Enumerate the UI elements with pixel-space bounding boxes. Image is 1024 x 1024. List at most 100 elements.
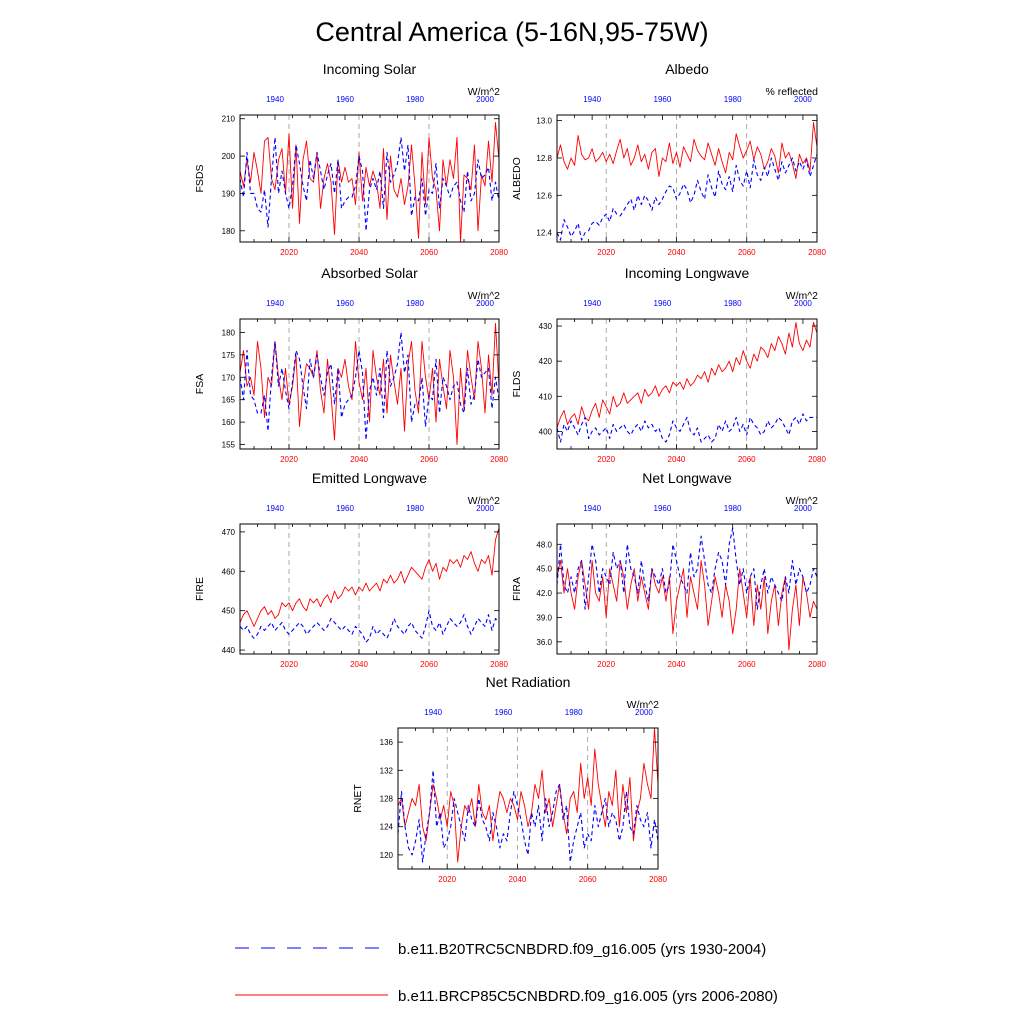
plot-frame (556, 318, 818, 450)
y-axis-label: FSDS (194, 164, 206, 192)
x-tick-label: 2040 (509, 875, 527, 884)
y-tick-label: 410 (539, 392, 553, 401)
chart-units: W/m^2 (468, 86, 501, 98)
top-tick-label: 1960 (654, 504, 672, 513)
x-tick-label: 2040 (668, 455, 686, 464)
top-tick-label: 1980 (724, 95, 742, 104)
y-tick-label: 12.8 (536, 154, 552, 163)
series-rcp85-line (556, 560, 818, 651)
y-tick-label: 440 (222, 646, 236, 655)
x-tick-label: 2060 (738, 248, 756, 257)
top-tick-label: 1980 (406, 299, 424, 308)
y-axis-label: FLDS (511, 371, 523, 398)
y-tick-label: 12.6 (536, 191, 552, 200)
chart-flds: Incoming Longwave W/m^2 2020 2040 2060 2080 19… (511, 265, 826, 464)
x-tick-label: 2060 (738, 660, 756, 669)
x-tick-label: 2080 (490, 248, 508, 257)
series-rcp85-line (239, 122, 500, 243)
top-tick-label: 2000 (476, 299, 494, 308)
x-tick-label: 2060 (420, 660, 438, 669)
x-tick-label: 2060 (579, 875, 597, 884)
top-tick-label: 1960 (336, 95, 354, 104)
x-tick-label: 2080 (808, 455, 826, 464)
y-tick-label: 48.0 (536, 540, 552, 549)
y-axis-label: RNET (352, 784, 364, 813)
x-tick-label: 2080 (808, 248, 826, 257)
x-tick-label: 2020 (438, 875, 456, 884)
top-tick-label: 2000 (794, 299, 812, 308)
top-tick-label: 1960 (654, 299, 672, 308)
x-tick-label: 2060 (738, 455, 756, 464)
top-tick-label: 1940 (266, 299, 284, 308)
top-tick-label: 1980 (565, 708, 583, 717)
top-tick-label: 1960 (495, 708, 513, 717)
y-tick-label: 36.0 (536, 638, 552, 647)
chart-title: Incoming Longwave (625, 265, 750, 281)
x-tick-label: 2080 (808, 660, 826, 669)
series-rcp85-line (397, 727, 659, 863)
y-tick-label: 450 (222, 607, 236, 616)
plot-frame (556, 523, 818, 655)
x-tick-label: 2040 (668, 248, 686, 257)
top-tick-label: 1980 (406, 95, 424, 104)
top-tick-label: 1940 (266, 504, 284, 513)
top-tick-label: 2000 (635, 708, 653, 717)
y-tick-label: 13.0 (536, 117, 552, 126)
legend: b.e11.B20TRC5CNBDRD.f09_g16.005 (yrs 193… (235, 941, 778, 1005)
y-tick-label: 128 (380, 795, 394, 804)
x-tick-label: 2020 (597, 455, 615, 464)
top-tick-label: 2000 (476, 504, 494, 513)
chart-title: Albedo (665, 61, 709, 77)
y-axis-label: FSA (194, 374, 206, 394)
y-tick-label: 430 (539, 322, 553, 331)
x-tick-label: 2020 (280, 455, 298, 464)
top-tick-label: 1940 (266, 95, 284, 104)
y-tick-label: 132 (380, 766, 394, 775)
chart-units: W/m^2 (468, 290, 501, 302)
y-tick-label: 180 (222, 227, 236, 236)
x-tick-label: 2020 (280, 660, 298, 669)
y-tick-label: 42.0 (536, 589, 552, 598)
top-tick-label: 1940 (424, 708, 442, 717)
x-tick-label: 2060 (420, 248, 438, 257)
legend-label-rcp85: b.e11.BRCP85C5CNBDRD.f09_g16.005 (yrs 20… (398, 988, 778, 1005)
chart-units: W/m^2 (627, 699, 660, 711)
chart-title: Incoming Solar (323, 61, 417, 77)
series-rcp85-line (556, 122, 818, 179)
y-tick-label: 190 (222, 189, 236, 198)
plot-frame (239, 523, 500, 655)
plot-frame (239, 318, 500, 450)
series-historical-line (556, 154, 818, 241)
chart-units: % reflected (765, 86, 818, 98)
chart-panels: Incoming Solar W/m^2 2020 2040 2060 2080 1940 1… (194, 61, 826, 884)
series-historical-line (556, 527, 818, 610)
y-tick-label: 210 (222, 115, 236, 124)
y-axis-label: FIRA (511, 577, 523, 601)
top-tick-label: 1980 (724, 299, 742, 308)
legend-item-historical: b.e11.B20TRC5CNBDRD.f09_g16.005 (yrs 193… (235, 941, 766, 958)
chart-fsds: Incoming Solar W/m^2 2020 2040 2060 2080 1940 1… (194, 61, 508, 257)
chart-units: W/m^2 (786, 290, 819, 302)
x-tick-label: 2080 (490, 455, 508, 464)
y-tick-label: 136 (380, 738, 394, 747)
y-tick-label: 45.0 (536, 565, 552, 574)
y-tick-label: 160 (222, 418, 236, 427)
top-tick-label: 1960 (654, 95, 672, 104)
y-tick-label: 420 (539, 357, 553, 366)
series-historical-line (239, 136, 500, 232)
x-tick-label: 2040 (350, 455, 368, 464)
series-rcp85-line (239, 527, 500, 627)
top-tick-label: 1980 (724, 504, 742, 513)
y-axis-label: ALBEDO (511, 157, 523, 200)
chart-fire: Emitted Longwave W/m^2 2020 2040 2060 2080 194… (194, 470, 508, 669)
top-tick-label: 1940 (583, 299, 601, 308)
y-tick-label: 400 (539, 427, 553, 436)
y-tick-label: 460 (222, 567, 236, 576)
top-tick-label: 1980 (406, 504, 424, 513)
y-tick-label: 170 (222, 373, 236, 382)
x-tick-label: 2040 (350, 660, 368, 669)
chart-fira: Net Longwave W/m^2 2020 2040 2060 2080 1940 196… (511, 470, 826, 669)
series-historical-line (556, 413, 817, 443)
series-historical-line (397, 769, 659, 863)
